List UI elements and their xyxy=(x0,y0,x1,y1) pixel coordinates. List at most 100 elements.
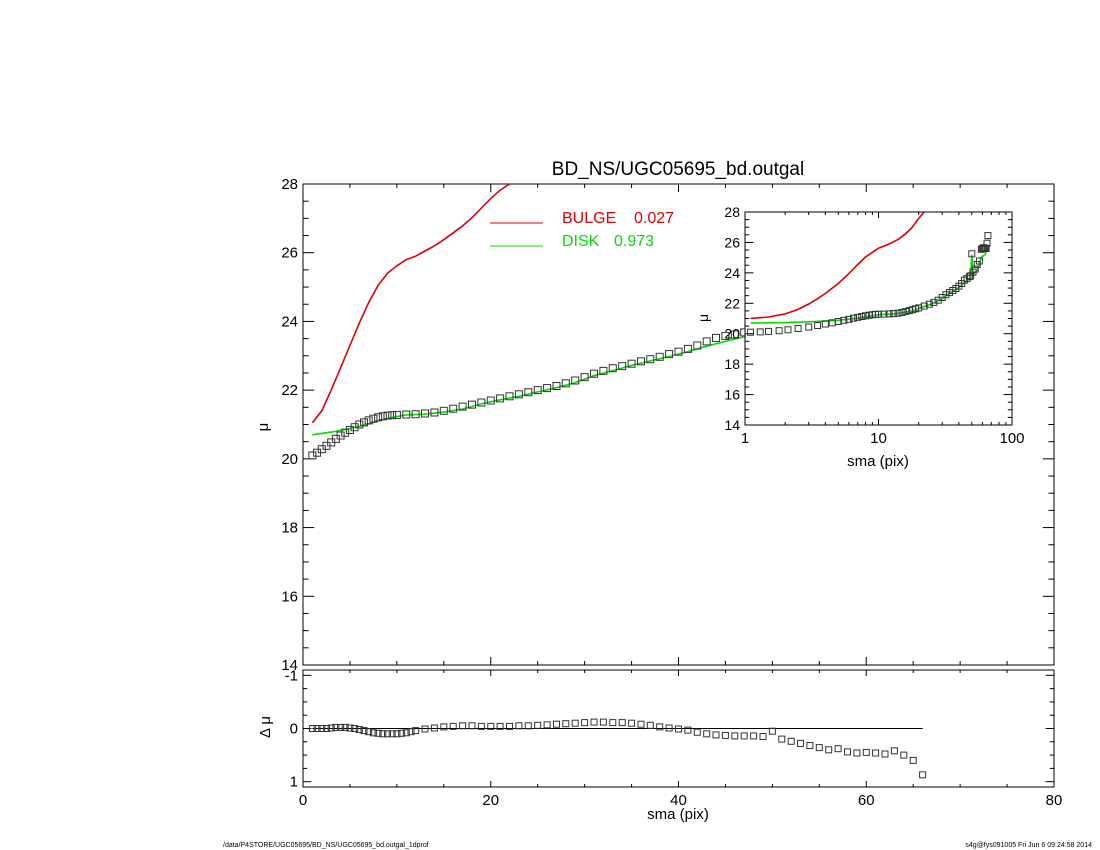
inset-series-group xyxy=(747,212,992,336)
residual-data-point-21 xyxy=(407,728,415,736)
inset-y-tick-label-0: 14 xyxy=(724,417,740,433)
residual-data-point-12 xyxy=(365,728,373,736)
inset-data-point-3 xyxy=(775,327,783,335)
residual-data-point-19 xyxy=(398,729,406,737)
residual-data-point-10 xyxy=(355,726,363,734)
main-data-point-46 xyxy=(655,352,664,361)
main-data-point-39 xyxy=(590,369,598,378)
inset-data-point-14 xyxy=(854,313,862,321)
residual-data-point-71 xyxy=(872,749,880,757)
inset-data-point-24 xyxy=(894,309,902,317)
residual-x-tick-label-0: 0 xyxy=(299,792,307,809)
residual-data-point-62 xyxy=(787,737,795,745)
main-y-tick-label-4: 22 xyxy=(281,382,298,399)
main-y-tick-label-7: 28 xyxy=(281,176,298,193)
residual-data-point-47 xyxy=(646,721,654,729)
residual-data-point-29 xyxy=(477,722,485,730)
residual-x-tick-label-4: 80 xyxy=(1046,792,1063,809)
residual-y-tick-labels: -1 0 1 xyxy=(285,667,298,790)
inset-y-tick-label-3: 20 xyxy=(724,326,740,342)
residual-data-point-24 xyxy=(430,724,438,732)
main-y-tick-labels: 14 16 18 20 22 24 26 28 xyxy=(281,176,298,674)
inset-data-point-31 xyxy=(920,302,928,310)
inset-data-point-7 xyxy=(814,322,822,329)
residual-x-tick-label-3: 60 xyxy=(858,792,875,809)
residual-data-point-15 xyxy=(379,730,387,738)
main-data-point-21 xyxy=(421,409,429,418)
main-data-point-23 xyxy=(439,406,448,415)
main-axis-ticks xyxy=(302,183,1055,666)
main-data-point-30 xyxy=(505,392,514,401)
inset-y-tick-labels: 14 16 18 20 22 24 26 28 xyxy=(724,204,740,433)
main-data-point-13 xyxy=(369,414,378,423)
inset-data-point-36 xyxy=(942,291,950,299)
residual-data-point-0 xyxy=(308,725,316,732)
residual-data-point-75 xyxy=(909,756,917,764)
main-data-point-34 xyxy=(543,384,552,393)
inset-data-point-13 xyxy=(850,314,857,322)
residual-data-point-25 xyxy=(440,723,448,731)
residual-y-tick-label-1: 0 xyxy=(290,721,298,738)
main-series-line-bulge xyxy=(311,184,510,424)
residual-data-point-54 xyxy=(712,731,720,739)
residual-data-point-36 xyxy=(543,721,551,729)
residual-data-point-49 xyxy=(665,724,673,732)
main-data-point-22 xyxy=(430,408,439,417)
inset-data-point-11 xyxy=(840,316,848,324)
residual-data-point-56 xyxy=(731,732,739,740)
main-data-point-49 xyxy=(683,344,692,353)
inset-x-tick-label-1: 10 xyxy=(870,430,887,447)
main-data-point-7 xyxy=(341,428,350,437)
main-y-tick-label-0: 14 xyxy=(281,657,298,674)
residual-axis-ticks xyxy=(302,670,1055,787)
inset-x-axis-label: sma (pix) xyxy=(847,453,909,470)
inset-background xyxy=(744,211,1013,426)
residual-data-point-61 xyxy=(778,735,786,743)
main-data-point-10 xyxy=(355,420,364,429)
main-data-point-36 xyxy=(561,379,570,388)
residual-data-point-42 xyxy=(599,718,607,726)
residual-data-point-35 xyxy=(534,721,542,729)
main-data-point-27 xyxy=(477,398,486,407)
residual-data-point-51 xyxy=(684,726,692,734)
residual-data-point-57 xyxy=(740,732,748,740)
inset-y-tick-label-7: 28 xyxy=(724,204,740,220)
residual-data-point-50 xyxy=(675,725,682,733)
main-data-point-41 xyxy=(608,364,617,373)
main-data-point-8 xyxy=(345,426,354,434)
main-data-point-19 xyxy=(402,410,411,419)
residual-data-point-63 xyxy=(797,739,804,747)
main-data-point-24 xyxy=(449,404,458,413)
inset-data-point-21 xyxy=(880,310,888,318)
residual-data-point-72 xyxy=(881,750,889,758)
inset-data-point-46 xyxy=(968,250,976,258)
inset-y-tick-label-6: 26 xyxy=(724,234,740,250)
inset-series-clip xyxy=(747,212,992,336)
inset-data-point-23 xyxy=(890,310,898,318)
residual-data-point-11 xyxy=(360,727,368,735)
residual-data-point-2 xyxy=(318,725,326,732)
main-data-point-9 xyxy=(350,423,359,432)
inset-data-point-56 xyxy=(982,245,990,252)
main-data-point-12 xyxy=(364,416,373,425)
inset-x-tick-labels: 1 10 100 xyxy=(741,430,1025,447)
residual-data-point-64 xyxy=(806,742,814,749)
footer-path: /data/P4STORE/UGC05695/BD_NS/UGC05695_bd… xyxy=(223,842,429,849)
residual-data-point-5 xyxy=(332,723,340,731)
main-data-point-48 xyxy=(674,347,683,356)
main-y-tick-label-1: 16 xyxy=(281,588,298,605)
legend-disk-label: DISK xyxy=(562,233,600,250)
residual-data-point-28 xyxy=(468,722,476,730)
main-data-point-26 xyxy=(468,400,476,409)
residual-data-point-20 xyxy=(402,729,410,737)
residual-data-point-45 xyxy=(628,719,636,727)
legend: BULGE 0.027 DISK 0.973 xyxy=(490,210,674,250)
main-y-tick-label-5: 24 xyxy=(281,313,298,330)
residual-data-point-32 xyxy=(506,722,513,730)
main-data-point-50 xyxy=(693,341,702,350)
residual-data-point-30 xyxy=(487,722,495,730)
legend-bulge-label: BULGE xyxy=(562,210,616,227)
residual-data-point-59 xyxy=(759,733,767,740)
residual-data-point-40 xyxy=(581,719,589,727)
inset-data-point-45 xyxy=(967,272,975,280)
